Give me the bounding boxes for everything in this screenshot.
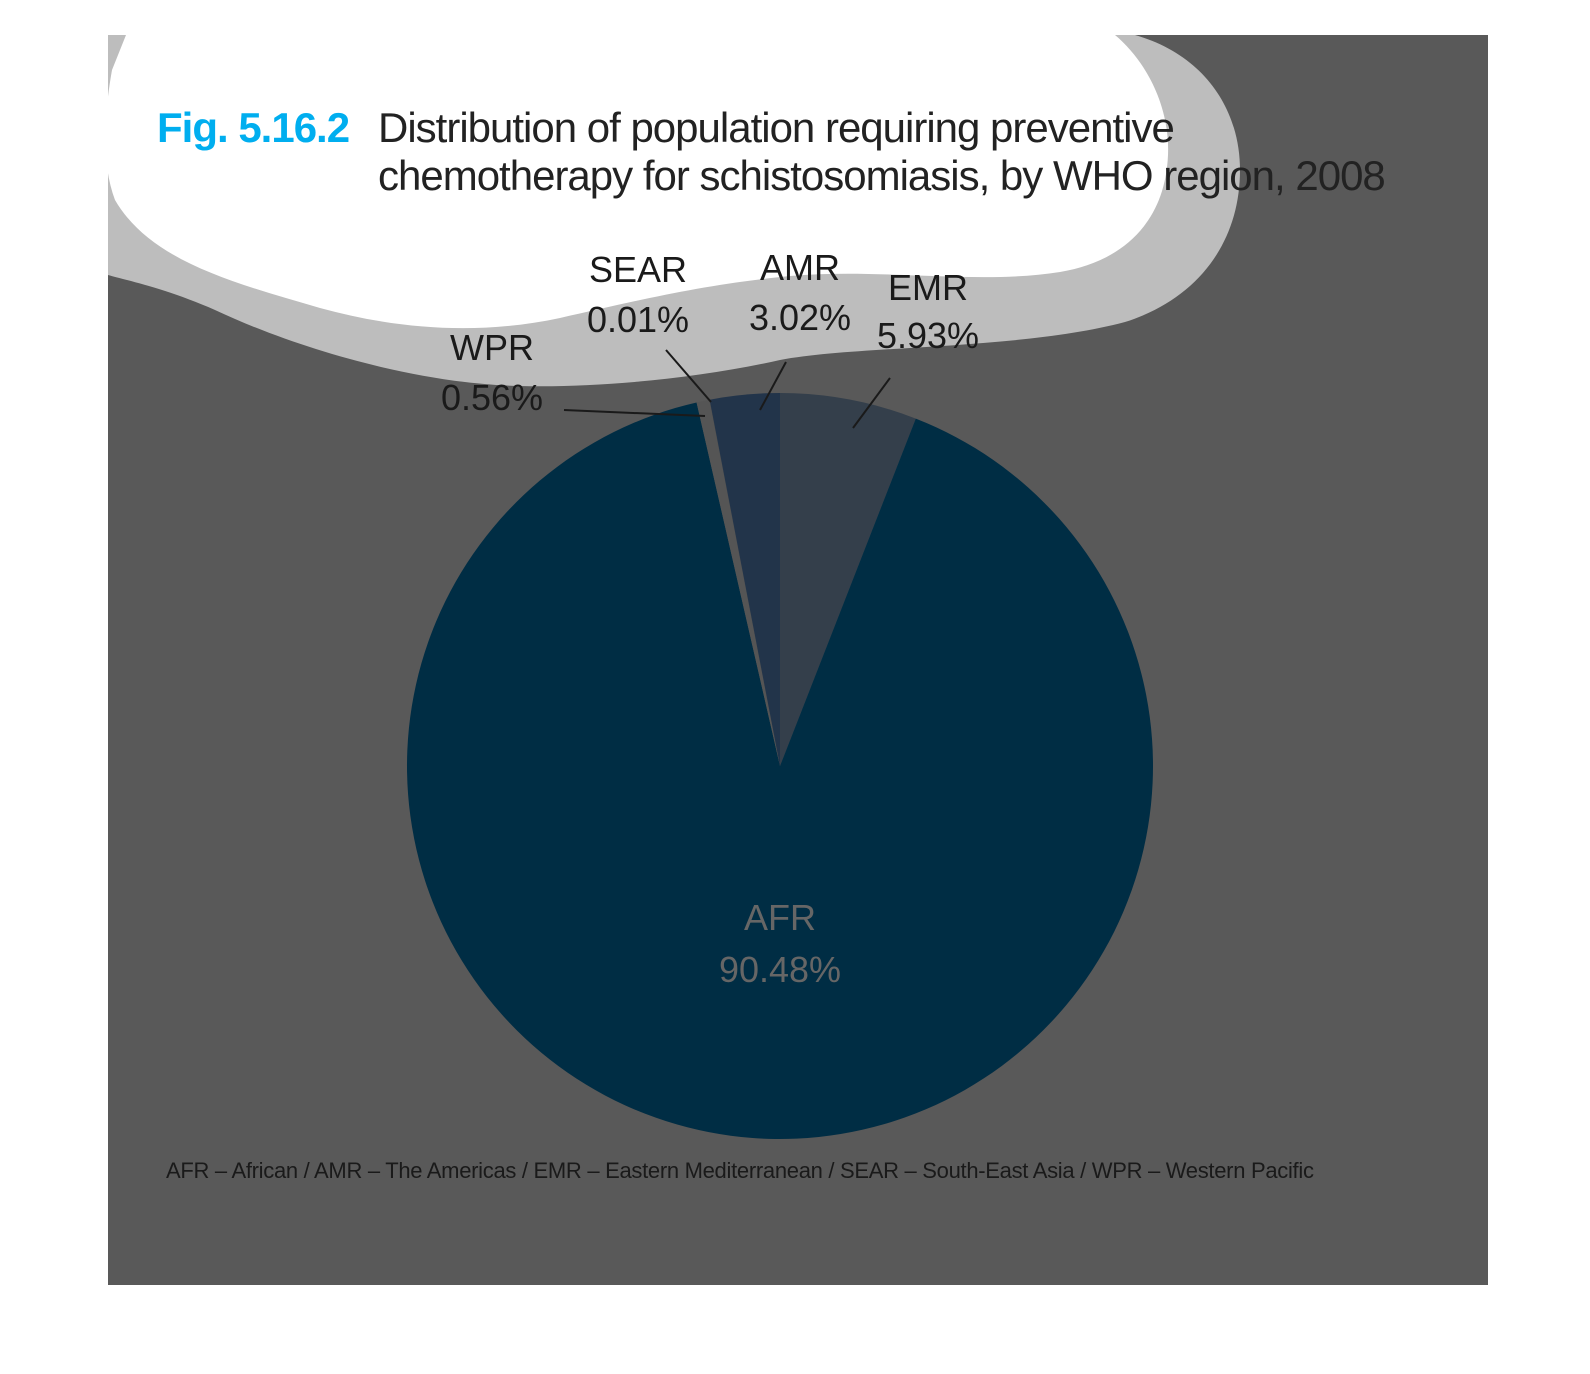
footnote: AFR – African / AMR – The Americas / EMR… (166, 1158, 1314, 1183)
slice-value-wpr: 0.56% (441, 377, 543, 418)
slice-label-wpr: WPR (450, 327, 534, 368)
figure-title: Distribution of population requiring pre… (378, 104, 1386, 199)
slice-value-amr: 3.02% (749, 297, 851, 338)
slice-value-sear: 0.01% (587, 299, 689, 340)
leader-line-sear (665, 349, 712, 403)
pie-chart (406, 393, 1153, 1139)
cloud-shape (105, 35, 1169, 329)
leader-line-amr (759, 361, 787, 411)
slice-value-afr: 90.48% (719, 949, 841, 990)
slice-value-emr: 5.93% (877, 315, 979, 356)
slice-label-sear: SEAR (589, 249, 687, 290)
leader-line-wpr (563, 409, 706, 417)
slice-labels: EMR 5.93% AFR 90.48% WPR 0.56% SEAR 0.01% AMR 3.0… (441, 247, 979, 990)
pie-slice-wpr (696, 399, 780, 766)
leader-line-emr (852, 377, 891, 429)
slice-label-emr: EMR (888, 267, 968, 308)
pie-slice-afr (406, 402, 1153, 1139)
pie-slice-amr (709, 393, 780, 766)
leader-lines (563, 349, 891, 429)
slice-label-amr: AMR (760, 247, 840, 288)
pie-slice-sear (709, 399, 780, 766)
figure-label: Fig. 5.16.2 (157, 104, 350, 151)
pie-slice-emr (780, 393, 916, 766)
slice-label-afr: AFR (744, 897, 816, 938)
